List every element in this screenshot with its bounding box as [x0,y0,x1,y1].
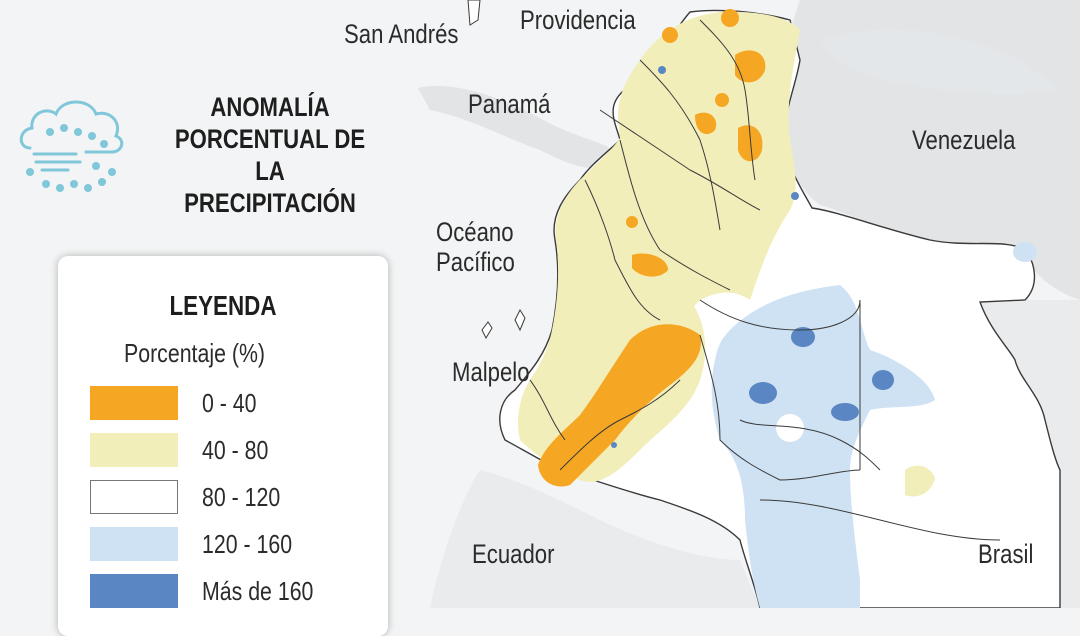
label-brasil: Brasil [978,539,1034,569]
zone-over-160-7 [611,442,617,448]
zone-80-120-hole [776,414,804,442]
legend-panel: LEYENDA Porcentaje (%) 0 - 40 40 - 80 80… [58,256,388,636]
zone-over-160-5 [658,66,666,74]
legend-swatch [90,527,178,561]
legend-label: 80 - 120 [202,482,281,512]
label-venezuela: Venezuela [912,125,1016,155]
legend-title: LEYENDA [169,290,277,321]
zone-0-40-central [538,324,701,487]
department-borders [529,19,1001,541]
label-san-andres: San Andrés [344,19,459,49]
zone-0-40-patch-3 [695,112,717,135]
legend-subtitle: Porcentaje (%) [124,338,266,368]
legend-label: 120 - 160 [202,529,293,559]
relief-shading [820,29,1060,95]
label-ecuador: Ecuador [472,539,555,569]
zone-0-40-patch-4 [632,253,668,277]
label-panama: Panamá [468,89,551,119]
label-providencia: Providencia [520,5,636,35]
zone-over-160-6 [791,192,799,200]
island-small [481,321,493,340]
zone-over-160-4 [872,370,894,390]
zone-40-80-southeast [905,465,935,497]
zone-0-40-spot-3 [721,9,739,27]
island-gorgona [514,308,526,332]
zone-0-40-spot-2 [715,93,729,107]
zone-over-160-1 [791,327,815,347]
zone-0-40-patch-1 [735,50,766,83]
island-providencia [467,0,481,26]
legend-swatch [90,386,178,420]
legend-swatch [90,574,178,608]
zone-over-160-3 [831,403,859,421]
label-pacifico: Pacífico [436,246,515,277]
legend-swatch [90,433,178,467]
neighbor-land-panama [418,85,612,169]
zone-over-160-2 [749,382,777,404]
label-malpelo: Malpelo [452,357,530,387]
zone-40-80-pacific [518,240,706,482]
zone-120-160-spot [1013,242,1037,262]
legend-swatch [90,480,178,514]
legend-label: 40 - 80 [202,435,269,465]
zone-0-40-spot-4 [626,216,638,228]
title-line-3: PRECIPITACIÓN [184,187,356,218]
legend-label: 0 - 40 [202,388,257,418]
precipitation-anomaly-map [418,0,1080,608]
zone-40-80-north [555,11,800,335]
rain-cloud-icon [19,100,124,192]
title-line-1: ANOMALÍA [210,92,330,122]
label-oceano: Océano [436,217,514,247]
title-line-2: PORCENTUAL DE LA [174,123,366,186]
zone-120-160-east [711,285,935,608]
neighbor-land-ecuador-peru [430,470,760,608]
label-oceano-pacifico: Océano Pacífico [436,217,515,277]
legend-label: Más de 160 [202,576,314,606]
map-title: ANOMALÍA PORCENTUAL DE LA PRECIPITACIÓN [163,92,376,219]
zone-0-40-spot-1 [662,27,678,43]
